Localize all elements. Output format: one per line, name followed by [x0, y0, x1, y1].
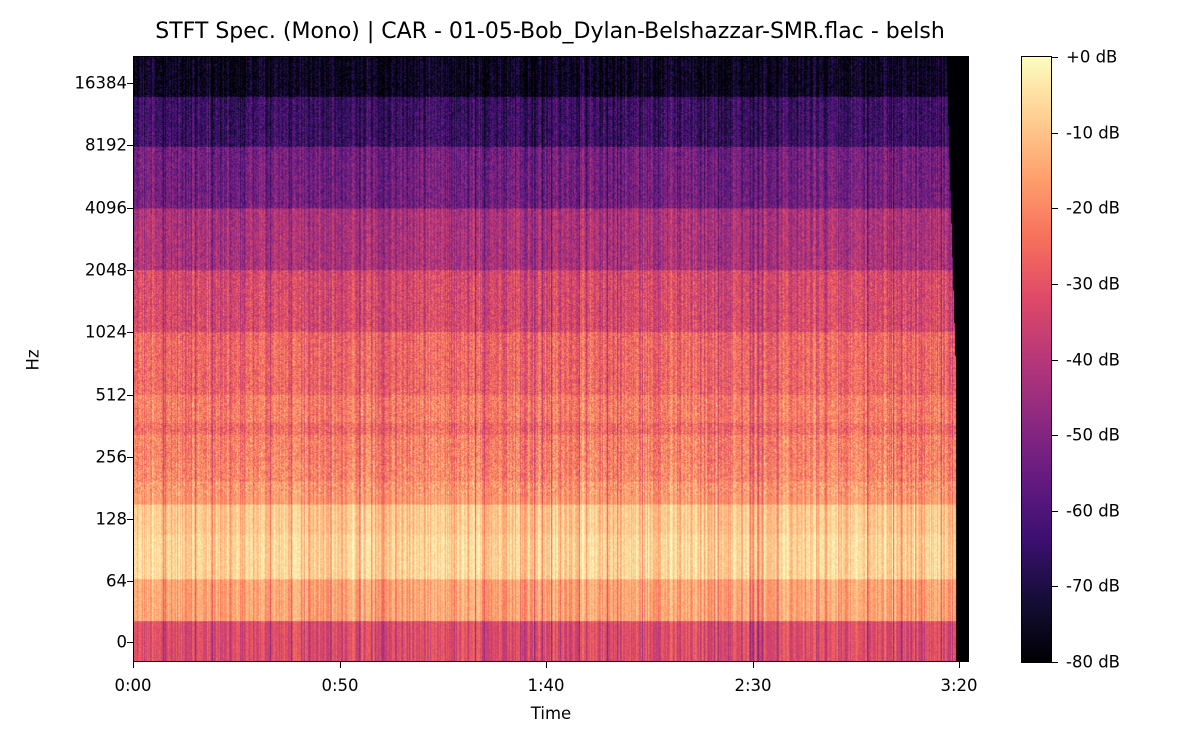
- y-tick-label: 2048: [85, 260, 127, 280]
- y-tick-label: 0: [116, 632, 128, 652]
- y-tick-mark: [127, 395, 133, 396]
- y-tick-label: 512: [95, 385, 128, 405]
- y-axis-label: Hz: [23, 349, 43, 371]
- y-tick-label: 64: [106, 571, 127, 591]
- y-tick-mark: [127, 519, 133, 520]
- colorbar-tick-mark: [1052, 132, 1058, 134]
- colorbar-tick-label: -20 dB: [1066, 198, 1120, 218]
- y-tick-mark: [127, 270, 133, 271]
- colorbar-tick-label: -60 dB: [1066, 501, 1120, 521]
- y-tick-label: 1024: [85, 322, 127, 342]
- y-tick-label: 128: [95, 509, 128, 529]
- y-tick-mark: [127, 332, 133, 333]
- x-tick-label: 0:50: [321, 676, 359, 695]
- chart-title: STFT Spec. (Mono) | CAR - 01-05-Bob_Dyla…: [155, 19, 945, 44]
- colorbar-tick-mark: [1052, 57, 1058, 58]
- colorbar-tick-label: -40 dB: [1066, 350, 1120, 369]
- y-tick-mark: [127, 581, 133, 582]
- y-tick-mark: [127, 642, 133, 643]
- colorbar-tick-label: -10 dB: [1066, 123, 1120, 143]
- y-tick-label: 16384: [74, 73, 128, 93]
- y-tick-mark: [127, 145, 133, 146]
- x-axis-label: Time: [530, 704, 572, 723]
- colorbar-tick-label: -50 dB: [1066, 425, 1120, 445]
- x-tick-label: 0:00: [114, 676, 152, 695]
- colorbar-tick-label: -80 dB: [1066, 652, 1120, 672]
- x-tick-label: 3:20: [940, 676, 978, 695]
- x-tick-mark: [340, 662, 341, 668]
- spectrogram-heatmap: [134, 57, 968, 661]
- colorbar-tick-mark: [1052, 435, 1058, 437]
- y-tick-label: 8192: [85, 135, 127, 155]
- y-tick-label: 4096: [85, 198, 127, 218]
- colorbar-tick-label: -70 dB: [1066, 576, 1120, 596]
- y-tick-mark: [127, 83, 133, 84]
- y-tick-mark: [127, 208, 133, 209]
- spectrogram-plot-area: [133, 56, 969, 662]
- colorbar-tick-label: -30 dB: [1066, 274, 1120, 294]
- x-tick-mark: [546, 662, 547, 668]
- x-tick-label: 1:40: [527, 676, 565, 695]
- colorbar-tick-mark: [1052, 283, 1058, 285]
- x-tick-mark: [959, 662, 960, 668]
- x-tick-mark: [753, 662, 754, 668]
- y-tick-label: 256: [95, 447, 128, 467]
- colorbar-tick-mark: [1052, 586, 1058, 588]
- x-tick-mark: [133, 662, 134, 668]
- colorbar-tick-mark: [1052, 359, 1058, 361]
- y-tick-mark: [127, 457, 133, 458]
- x-tick-label: 2:30: [734, 676, 772, 695]
- colorbar-tick-mark: [1052, 510, 1058, 512]
- colorbar-tick-mark: [1052, 208, 1058, 210]
- colorbar: [1021, 56, 1052, 663]
- colorbar-tick-label: +0 dB: [1066, 47, 1118, 67]
- colorbar-tick-mark: [1052, 662, 1058, 663]
